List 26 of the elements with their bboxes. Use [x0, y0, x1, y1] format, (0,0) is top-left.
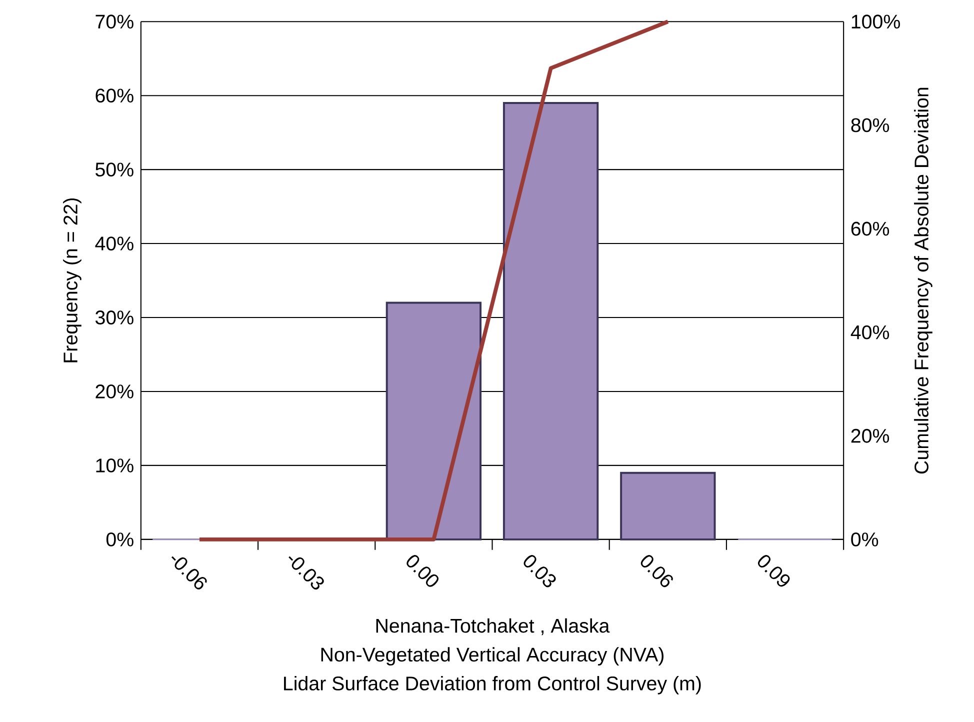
y2-axis-title: Cumulative Frequency of Absolute Deviation: [914, 88, 932, 474]
x-axis-title: Lidar Surface Deviation from Control Survey (m): [284, 676, 701, 694]
text: Nenana-Totchaket , Alaska: [376, 618, 610, 636]
y-tick-label: 50%: [96, 162, 134, 177]
y2-tick-label: 40%: [850, 326, 890, 340]
x-tick-label: 0.06: [640, 555, 673, 588]
y-tick-label: 30%: [95, 310, 134, 325]
y2-tick-label: 0%: [851, 532, 878, 547]
x-tick-label: 0.03: [524, 555, 556, 588]
y2-tick-label: 20%: [851, 429, 890, 443]
y-tick-label: 40%: [95, 236, 134, 251]
bar: [620, 472, 716, 541]
x-tick-label: 0.00: [406, 555, 439, 588]
y2-tick-label: 80%: [851, 118, 890, 132]
y-tick-label: 10%: [96, 458, 134, 473]
bar: [386, 302, 482, 541]
text: Non-Vegetated Vertical Accuracy (NVA): [321, 647, 664, 666]
x-tick-label: 0.09: [758, 555, 790, 587]
y-tick-label: 70%: [96, 14, 134, 29]
bar: [502, 102, 599, 541]
y-tick-label: 60%: [96, 88, 134, 103]
y2-tick-label: 100%: [852, 14, 900, 29]
y-tick-label: 20%: [96, 384, 134, 399]
y-axis-title: Frequency (n = 22): [63, 198, 82, 362]
y2-tick-label: 60%: [851, 222, 890, 236]
y-tick-label: 0%: [106, 532, 134, 547]
